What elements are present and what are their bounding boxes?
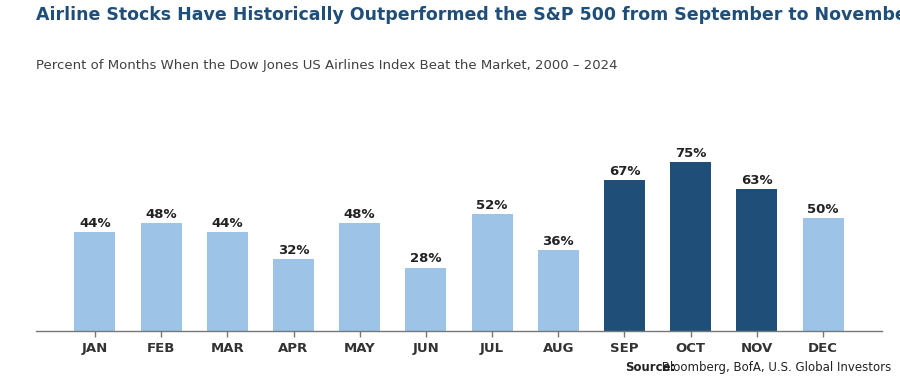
Bar (75, 232, 115, 331)
Bar (803, 218, 843, 331)
Text: 48%: 48% (344, 207, 375, 220)
Text: Percent of Months When the Dow Jones US Airlines Index Beat the Market, 2000 – 2: Percent of Months When the Dow Jones US … (36, 59, 617, 72)
Bar (207, 232, 248, 331)
Bar (670, 162, 711, 331)
Text: 75%: 75% (675, 147, 706, 160)
Text: 67%: 67% (608, 165, 640, 178)
Bar (538, 250, 579, 331)
Bar (273, 259, 314, 331)
Bar (140, 223, 182, 331)
Bar (472, 214, 513, 331)
Text: 28%: 28% (410, 252, 442, 266)
Text: Bloomberg, BofA, U.S. Global Investors: Bloomberg, BofA, U.S. Global Investors (658, 361, 891, 374)
Text: 36%: 36% (543, 234, 574, 247)
Bar (736, 189, 778, 331)
Text: 63%: 63% (741, 174, 773, 187)
Text: 50%: 50% (807, 203, 839, 216)
Text: 44%: 44% (212, 217, 243, 230)
Text: 52%: 52% (476, 199, 508, 212)
Bar (604, 180, 645, 331)
Text: Airline Stocks Have Historically Outperformed the S&P 500 from September to Nove: Airline Stocks Have Historically Outperf… (36, 6, 900, 24)
Text: 48%: 48% (145, 207, 177, 220)
Text: 32%: 32% (278, 244, 310, 256)
Bar (405, 268, 446, 331)
Text: Source:: Source: (626, 361, 676, 374)
Text: 44%: 44% (79, 217, 111, 230)
Bar (339, 223, 380, 331)
